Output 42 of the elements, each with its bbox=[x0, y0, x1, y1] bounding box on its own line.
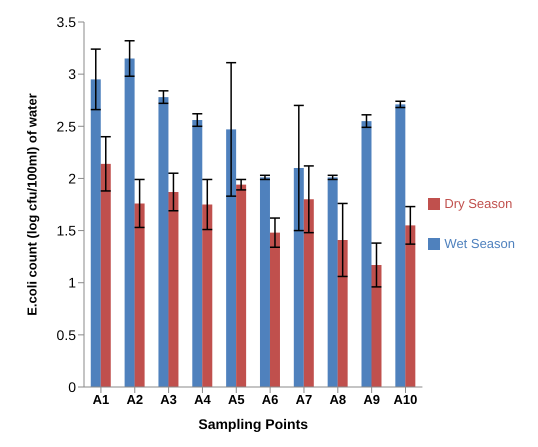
bar bbox=[192, 120, 202, 387]
bar bbox=[158, 97, 168, 387]
bar bbox=[270, 232, 280, 387]
bar bbox=[202, 204, 212, 387]
y-tick-label: 0 bbox=[68, 378, 76, 395]
y-tick-label: 1.5 bbox=[56, 222, 76, 239]
bar bbox=[236, 184, 246, 387]
bar bbox=[90, 79, 101, 387]
bar bbox=[361, 121, 372, 387]
x-tick-label: A2 bbox=[126, 392, 144, 408]
x-tick-label: A3 bbox=[160, 392, 177, 408]
bar bbox=[405, 225, 416, 387]
bar bbox=[124, 58, 135, 387]
bar bbox=[134, 203, 145, 387]
y-tick-label: 0.5 bbox=[56, 326, 76, 343]
x-tick-label: A4 bbox=[194, 392, 212, 408]
x-tick-label: A9 bbox=[363, 392, 380, 408]
y-tick-label: 2.5 bbox=[56, 118, 76, 134]
bar bbox=[304, 199, 314, 387]
x-tick-label: A7 bbox=[296, 392, 312, 408]
legend-label: Dry Season bbox=[444, 196, 512, 210]
y-axis-title: E.coli count (log cfu/100ml) of water bbox=[24, 93, 40, 316]
bar bbox=[168, 192, 178, 387]
x-tick-label: A6 bbox=[262, 392, 278, 408]
bar bbox=[395, 104, 406, 387]
bar bbox=[338, 240, 348, 387]
bar bbox=[371, 264, 382, 387]
y-tick-label: 3.5 bbox=[56, 14, 76, 30]
bar bbox=[294, 168, 304, 387]
x-tick-label: A1 bbox=[92, 392, 110, 408]
bar bbox=[260, 177, 270, 387]
x-tick-label: A8 bbox=[329, 392, 346, 408]
y-tick-label: 2 bbox=[68, 170, 76, 186]
bar bbox=[100, 164, 111, 387]
legend-label: Wet Season bbox=[444, 236, 515, 250]
x-tick-label: A10 bbox=[394, 392, 418, 408]
y-tick-label: 1 bbox=[68, 274, 76, 291]
bar bbox=[226, 129, 236, 387]
y-tick-label: 3 bbox=[68, 66, 76, 82]
x-tick-label: A5 bbox=[228, 392, 245, 408]
bar bbox=[328, 177, 338, 387]
x-axis-title: Sampling Points bbox=[198, 416, 308, 432]
